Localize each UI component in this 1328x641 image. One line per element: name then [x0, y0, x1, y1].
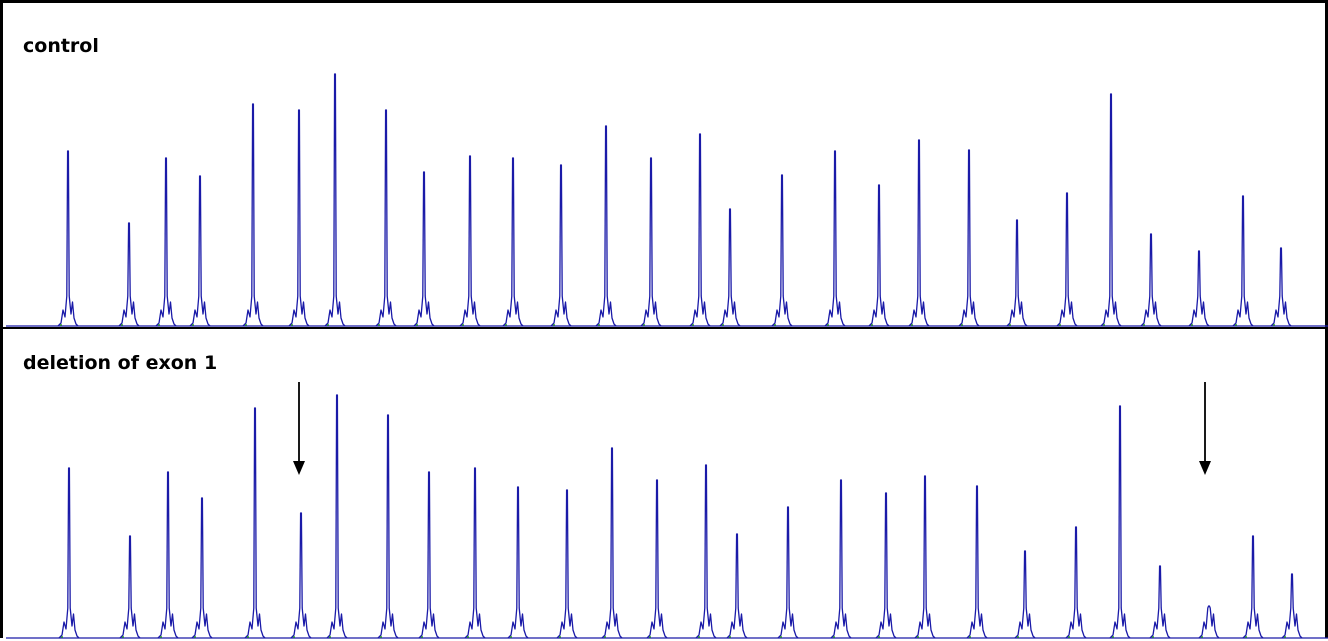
deletion-peak-17 — [777, 506, 799, 639]
deletion-peak-9 — [418, 471, 440, 639]
deletion-peak-5 — [244, 407, 266, 639]
deletion-peak-11 — [507, 486, 529, 639]
control-peak-9 — [413, 171, 435, 327]
control-peak-6 — [288, 109, 310, 327]
deletion-peak-25 — [1149, 565, 1171, 639]
deletion-peak-28 — [1281, 573, 1303, 639]
deletion-peak-10 — [464, 467, 486, 639]
control-peak-2 — [118, 222, 140, 327]
deletion-peak-19 — [875, 492, 897, 639]
deletion-peak-16 — [726, 533, 748, 639]
deletion-peak-24 — [1109, 405, 1131, 639]
control-peak-17 — [771, 174, 793, 327]
deletion-peak-4 — [191, 497, 213, 639]
control-peak-14 — [640, 157, 662, 327]
deletion-peak-6 — [290, 512, 312, 639]
control-peak-26 — [1188, 250, 1210, 327]
control-peak-11 — [502, 157, 524, 327]
deletion-peak-22 — [1014, 550, 1036, 639]
deletion-peak-26 — [1198, 605, 1220, 639]
deletion-peak-18 — [830, 479, 852, 639]
control-peak-27 — [1232, 195, 1254, 327]
control-peak-20 — [908, 139, 930, 327]
deletion-peak-13 — [601, 447, 623, 639]
panel-divider — [3, 327, 1328, 329]
electropherogram-plot — [6, 73, 1328, 639]
control-peak-23 — [1056, 192, 1078, 327]
panel-title-control: control — [23, 35, 99, 57]
control-peak-3 — [155, 157, 177, 327]
control-peak-8 — [375, 109, 397, 327]
control-peak-21 — [958, 149, 980, 327]
deletion-peak-3 — [157, 471, 179, 639]
deletion-peak-7 — [326, 394, 348, 639]
deletion-peak-21 — [966, 485, 988, 639]
control-peak-12 — [550, 164, 572, 327]
deletion-peak-14 — [646, 479, 668, 639]
control-peak-24 — [1100, 93, 1122, 327]
deletion-peak-27 — [1242, 535, 1264, 639]
control-peak-15 — [689, 133, 711, 327]
control-peak-7 — [324, 73, 346, 327]
control-peak-4 — [189, 175, 211, 327]
control-peak-13 — [595, 125, 617, 327]
deletion-peak-12 — [556, 489, 578, 639]
control-peak-19 — [868, 184, 890, 327]
control-peak-5 — [242, 103, 264, 327]
control-peak-22 — [1006, 219, 1028, 327]
arrow-head-1 — [293, 461, 305, 475]
deletion-peak-23 — [1065, 526, 1087, 639]
control-peak-18 — [824, 150, 846, 327]
control-peak-10 — [459, 155, 481, 327]
control-peak-16 — [719, 208, 741, 327]
control-peak-25 — [1140, 233, 1162, 327]
control-peak-1 — [57, 150, 79, 327]
arrow-head-2 — [1199, 461, 1211, 475]
control-peak-28 — [1270, 247, 1292, 327]
deletion-peak-20 — [914, 475, 936, 639]
deletion-peak-8 — [377, 414, 399, 639]
deletion-peak-15 — [695, 464, 717, 639]
panel-title-deletion: deletion of exon 1 — [23, 352, 218, 374]
deletion-peak-2 — [119, 535, 141, 639]
deletion-peak-1 — [58, 467, 80, 639]
